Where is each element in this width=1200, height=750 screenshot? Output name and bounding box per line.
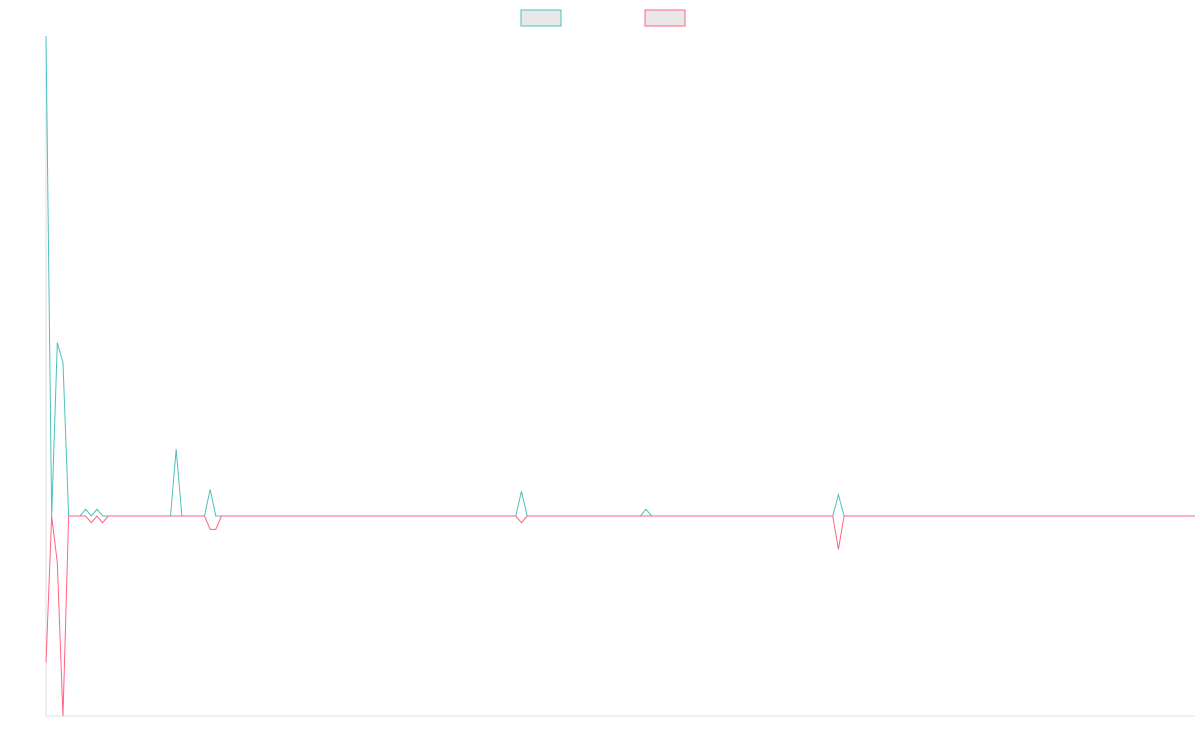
legend-item-2[interactable] (644, 9, 686, 27)
series-line-1 (45, 35, 1195, 517)
chart-axes (45, 36, 1195, 717)
chart-legend (520, 9, 686, 27)
series-line-2 (45, 515, 1195, 717)
legend-item-1[interactable] (520, 9, 562, 27)
chart-series-layer (45, 35, 1195, 717)
